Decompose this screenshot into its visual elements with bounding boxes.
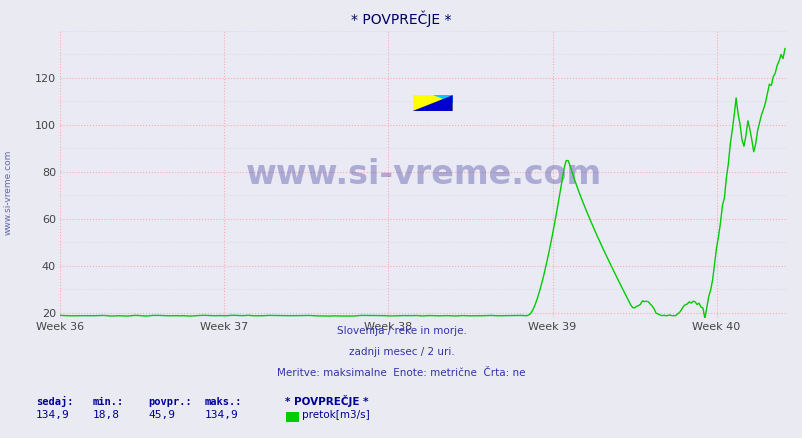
Text: www.si-vreme.com: www.si-vreme.com [3, 150, 13, 235]
Text: maks.:: maks.: [205, 397, 242, 407]
Polygon shape [412, 95, 452, 111]
Bar [412, 95, 452, 111]
Text: pretok[m3/s]: pretok[m3/s] [302, 410, 369, 420]
Text: Meritve: maksimalne  Enote: metrične  Črta: ne: Meritve: maksimalne Enote: metrične Črta… [277, 368, 525, 378]
Text: 45,9: 45,9 [148, 410, 176, 420]
Polygon shape [432, 95, 452, 103]
Text: * POVPREČJE *: * POVPREČJE * [285, 396, 368, 407]
Text: sedaj:: sedaj: [36, 396, 74, 407]
Text: 134,9: 134,9 [205, 410, 238, 420]
Text: min.:: min.: [92, 397, 124, 407]
Text: povpr.:: povpr.: [148, 397, 192, 407]
Text: Slovenija / reke in morje.: Slovenija / reke in morje. [336, 326, 466, 336]
Text: 134,9: 134,9 [36, 410, 70, 420]
Text: www.si-vreme.com: www.si-vreme.com [245, 158, 601, 191]
Text: zadnji mesec / 2 uri.: zadnji mesec / 2 uri. [348, 347, 454, 357]
Text: 18,8: 18,8 [92, 410, 119, 420]
Text: * POVPREČJE *: * POVPREČJE * [350, 11, 452, 28]
